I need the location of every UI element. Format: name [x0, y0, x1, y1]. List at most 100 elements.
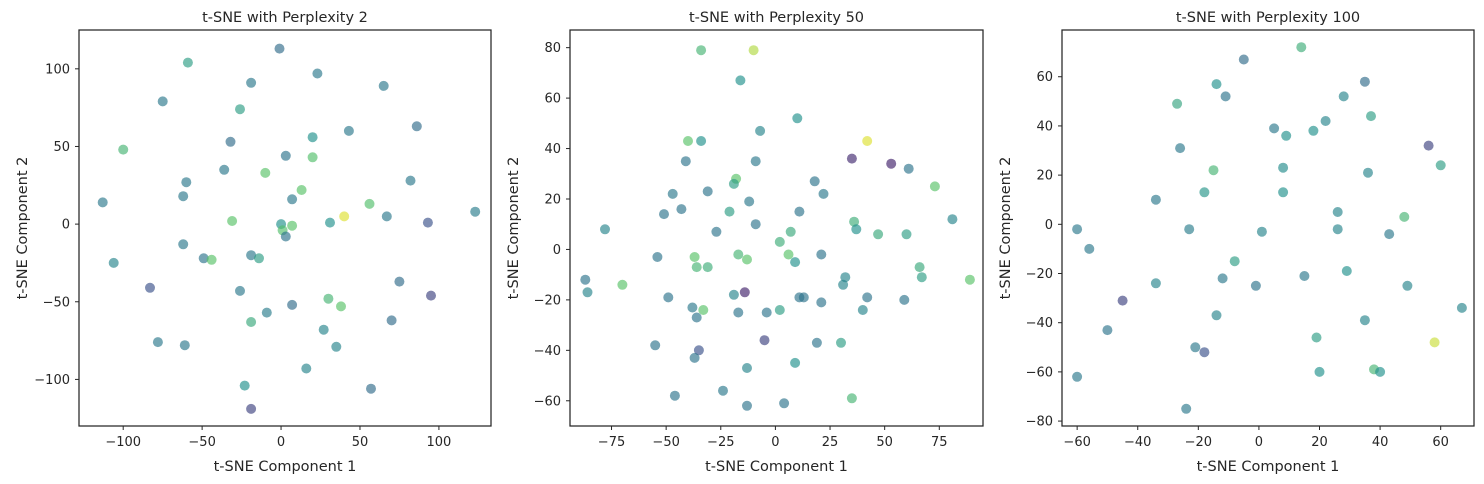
data-point	[1341, 266, 1352, 276]
x-tick-label: 50	[352, 435, 369, 450]
y-tick-label: 50	[53, 140, 70, 155]
data-point	[857, 305, 868, 315]
data-point	[225, 136, 236, 147]
data-point	[1181, 403, 1192, 414]
data-point	[1211, 79, 1222, 90]
data-point	[181, 177, 192, 188]
y-tick-label: −60	[534, 394, 561, 409]
data-point	[1117, 295, 1128, 306]
data-point	[1278, 187, 1289, 198]
x-tick-label: 0	[771, 435, 779, 450]
data-point	[851, 224, 862, 235]
data-point	[405, 175, 416, 186]
data-point	[691, 312, 702, 323]
data-point	[287, 194, 298, 205]
data-point	[702, 262, 713, 273]
data-point	[206, 254, 217, 265]
y-tick-label: 0	[62, 218, 70, 233]
scatter-points	[1072, 42, 1467, 414]
data-point	[1150, 194, 1161, 205]
x-tick-label: −60	[1063, 435, 1090, 450]
data-point	[287, 220, 298, 231]
data-point	[728, 289, 739, 300]
y-tick-label: −40	[534, 344, 561, 359]
data-point	[899, 294, 910, 305]
data-point	[296, 185, 307, 195]
x-tick-label: 0	[1255, 435, 1263, 450]
data-point	[862, 136, 873, 146]
x-axis-label: t-SNE Component 1	[705, 459, 848, 475]
data-point	[366, 383, 376, 394]
data-point	[750, 156, 761, 167]
data-point	[680, 156, 691, 167]
data-point	[307, 132, 318, 143]
data-point	[1320, 116, 1331, 126]
data-point	[179, 340, 190, 351]
data-point	[816, 249, 827, 260]
data-point	[246, 317, 257, 327]
chart-title: t-SNE with Perplexity 2	[202, 10, 368, 26]
data-point	[394, 276, 405, 287]
data-point	[903, 163, 914, 174]
data-point	[1102, 325, 1113, 336]
y-tick-label: 100	[45, 62, 70, 77]
data-point	[1363, 167, 1373, 178]
data-point	[676, 204, 687, 215]
data-point	[744, 196, 755, 207]
data-point	[364, 198, 375, 209]
data-point	[343, 125, 354, 136]
chart-title: t-SNE with Perplexity 100	[1176, 10, 1360, 26]
data-point	[735, 75, 746, 86]
data-point	[1175, 143, 1186, 154]
data-point	[809, 176, 820, 187]
y-axis-label: t-SNE Component 2	[15, 157, 31, 300]
data-point	[748, 45, 759, 56]
data-point	[318, 324, 329, 335]
data-point	[182, 57, 193, 68]
data-point	[260, 167, 271, 178]
data-point	[246, 250, 257, 261]
x-tick-label: −25	[707, 435, 734, 450]
data-point	[901, 229, 912, 240]
data-point	[152, 337, 163, 348]
y-tick-label: −50	[43, 295, 70, 310]
data-point	[838, 279, 849, 290]
data-point	[274, 43, 285, 54]
data-point	[846, 153, 857, 164]
y-tick-label: 40	[544, 142, 561, 157]
chart-panel-1: −100 −50 0 50 100 −100 −50 0 50 100 t-SNE with Per…	[15, 10, 492, 475]
data-point	[1308, 125, 1319, 136]
data-point	[323, 293, 334, 304]
data-point	[1332, 207, 1343, 217]
data-point	[280, 231, 291, 242]
data-point	[617, 279, 628, 290]
data-point	[178, 239, 189, 250]
data-point	[1359, 315, 1370, 326]
x-tick-label: −75	[598, 435, 625, 450]
data-point	[1399, 211, 1410, 222]
data-point	[246, 403, 257, 414]
data-point	[1338, 91, 1349, 102]
data-point	[774, 305, 785, 315]
plot-frame	[1061, 29, 1475, 427]
data-point	[331, 341, 342, 352]
data-point	[687, 302, 698, 313]
data-point	[659, 209, 669, 220]
chart-panel-2: −75 −50 −25 0 25 50 75 −60 −40 −20 0 20 40 60 80 t-SNE …	[506, 10, 984, 475]
data-point	[1084, 243, 1095, 254]
data-point	[964, 274, 975, 285]
scatter-points	[97, 43, 481, 414]
data-point	[761, 307, 772, 318]
x-tick-label: −100	[105, 435, 141, 450]
data-point	[1375, 366, 1386, 377]
data-point	[1250, 280, 1261, 291]
data-point	[1184, 224, 1195, 235]
data-point	[873, 229, 884, 240]
y-tick-label: 20	[544, 192, 561, 207]
data-point	[381, 211, 392, 222]
data-point	[683, 136, 693, 146]
data-point	[108, 257, 119, 268]
data-point	[97, 197, 108, 208]
x-tick-label: 50	[876, 435, 893, 450]
